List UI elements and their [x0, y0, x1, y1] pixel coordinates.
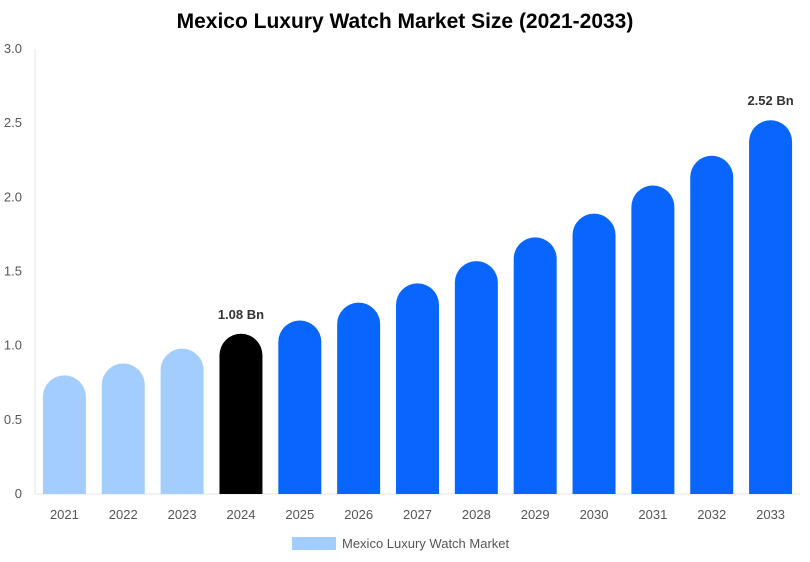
- bar-2022: [101, 363, 145, 494]
- x-tick-label: 2026: [344, 507, 373, 522]
- legend-label: Mexico Luxury Watch Market: [342, 536, 510, 551]
- x-tick-label: 2029: [521, 507, 550, 522]
- x-tick-label: 2022: [109, 507, 138, 522]
- y-tick-label: 0.5: [4, 412, 22, 427]
- x-tick-label: 2023: [168, 507, 197, 522]
- x-tick-label: 2028: [462, 507, 491, 522]
- bar-2027: [396, 283, 439, 494]
- chart-title: Mexico Luxury Watch Market Size (2021-20…: [176, 10, 634, 33]
- legend-swatch: [292, 537, 336, 550]
- bar-2033: [749, 120, 793, 495]
- x-tick-label: 2032: [697, 507, 726, 522]
- x-tick-label: 2033: [756, 507, 785, 522]
- bar-2029: [513, 237, 557, 494]
- y-tick-label: 3.0: [4, 41, 22, 56]
- bar-2031: [631, 185, 675, 494]
- bar-2021: [42, 375, 86, 494]
- x-tick-label: 2027: [403, 507, 432, 522]
- legend: Mexico Luxury Watch Market: [292, 536, 509, 551]
- bar-2028: [454, 261, 498, 494]
- data-label: 1.08 Bn: [218, 307, 264, 322]
- y-tick-label: 2.0: [4, 189, 22, 204]
- bar-2023: [160, 348, 204, 494]
- x-tick-label: 2025: [285, 507, 314, 522]
- data-label: 2.52 Bn: [747, 93, 793, 108]
- bar-2026: [337, 302, 381, 494]
- x-tick-label: 2030: [580, 507, 609, 522]
- x-tick-label: 2024: [227, 507, 256, 522]
- y-tick-label: 1.5: [4, 264, 22, 279]
- bar-2030: [572, 213, 616, 494]
- y-tick-label: 1.0: [4, 338, 22, 353]
- bar-2025: [278, 320, 322, 494]
- bar-2024: [219, 333, 263, 494]
- y-tick-label: 2.5: [4, 115, 22, 130]
- y-tick-label: 0: [15, 486, 22, 501]
- x-tick-label: 2031: [638, 507, 667, 522]
- x-tick-label: 2021: [50, 507, 79, 522]
- bar-2032: [690, 155, 734, 495]
